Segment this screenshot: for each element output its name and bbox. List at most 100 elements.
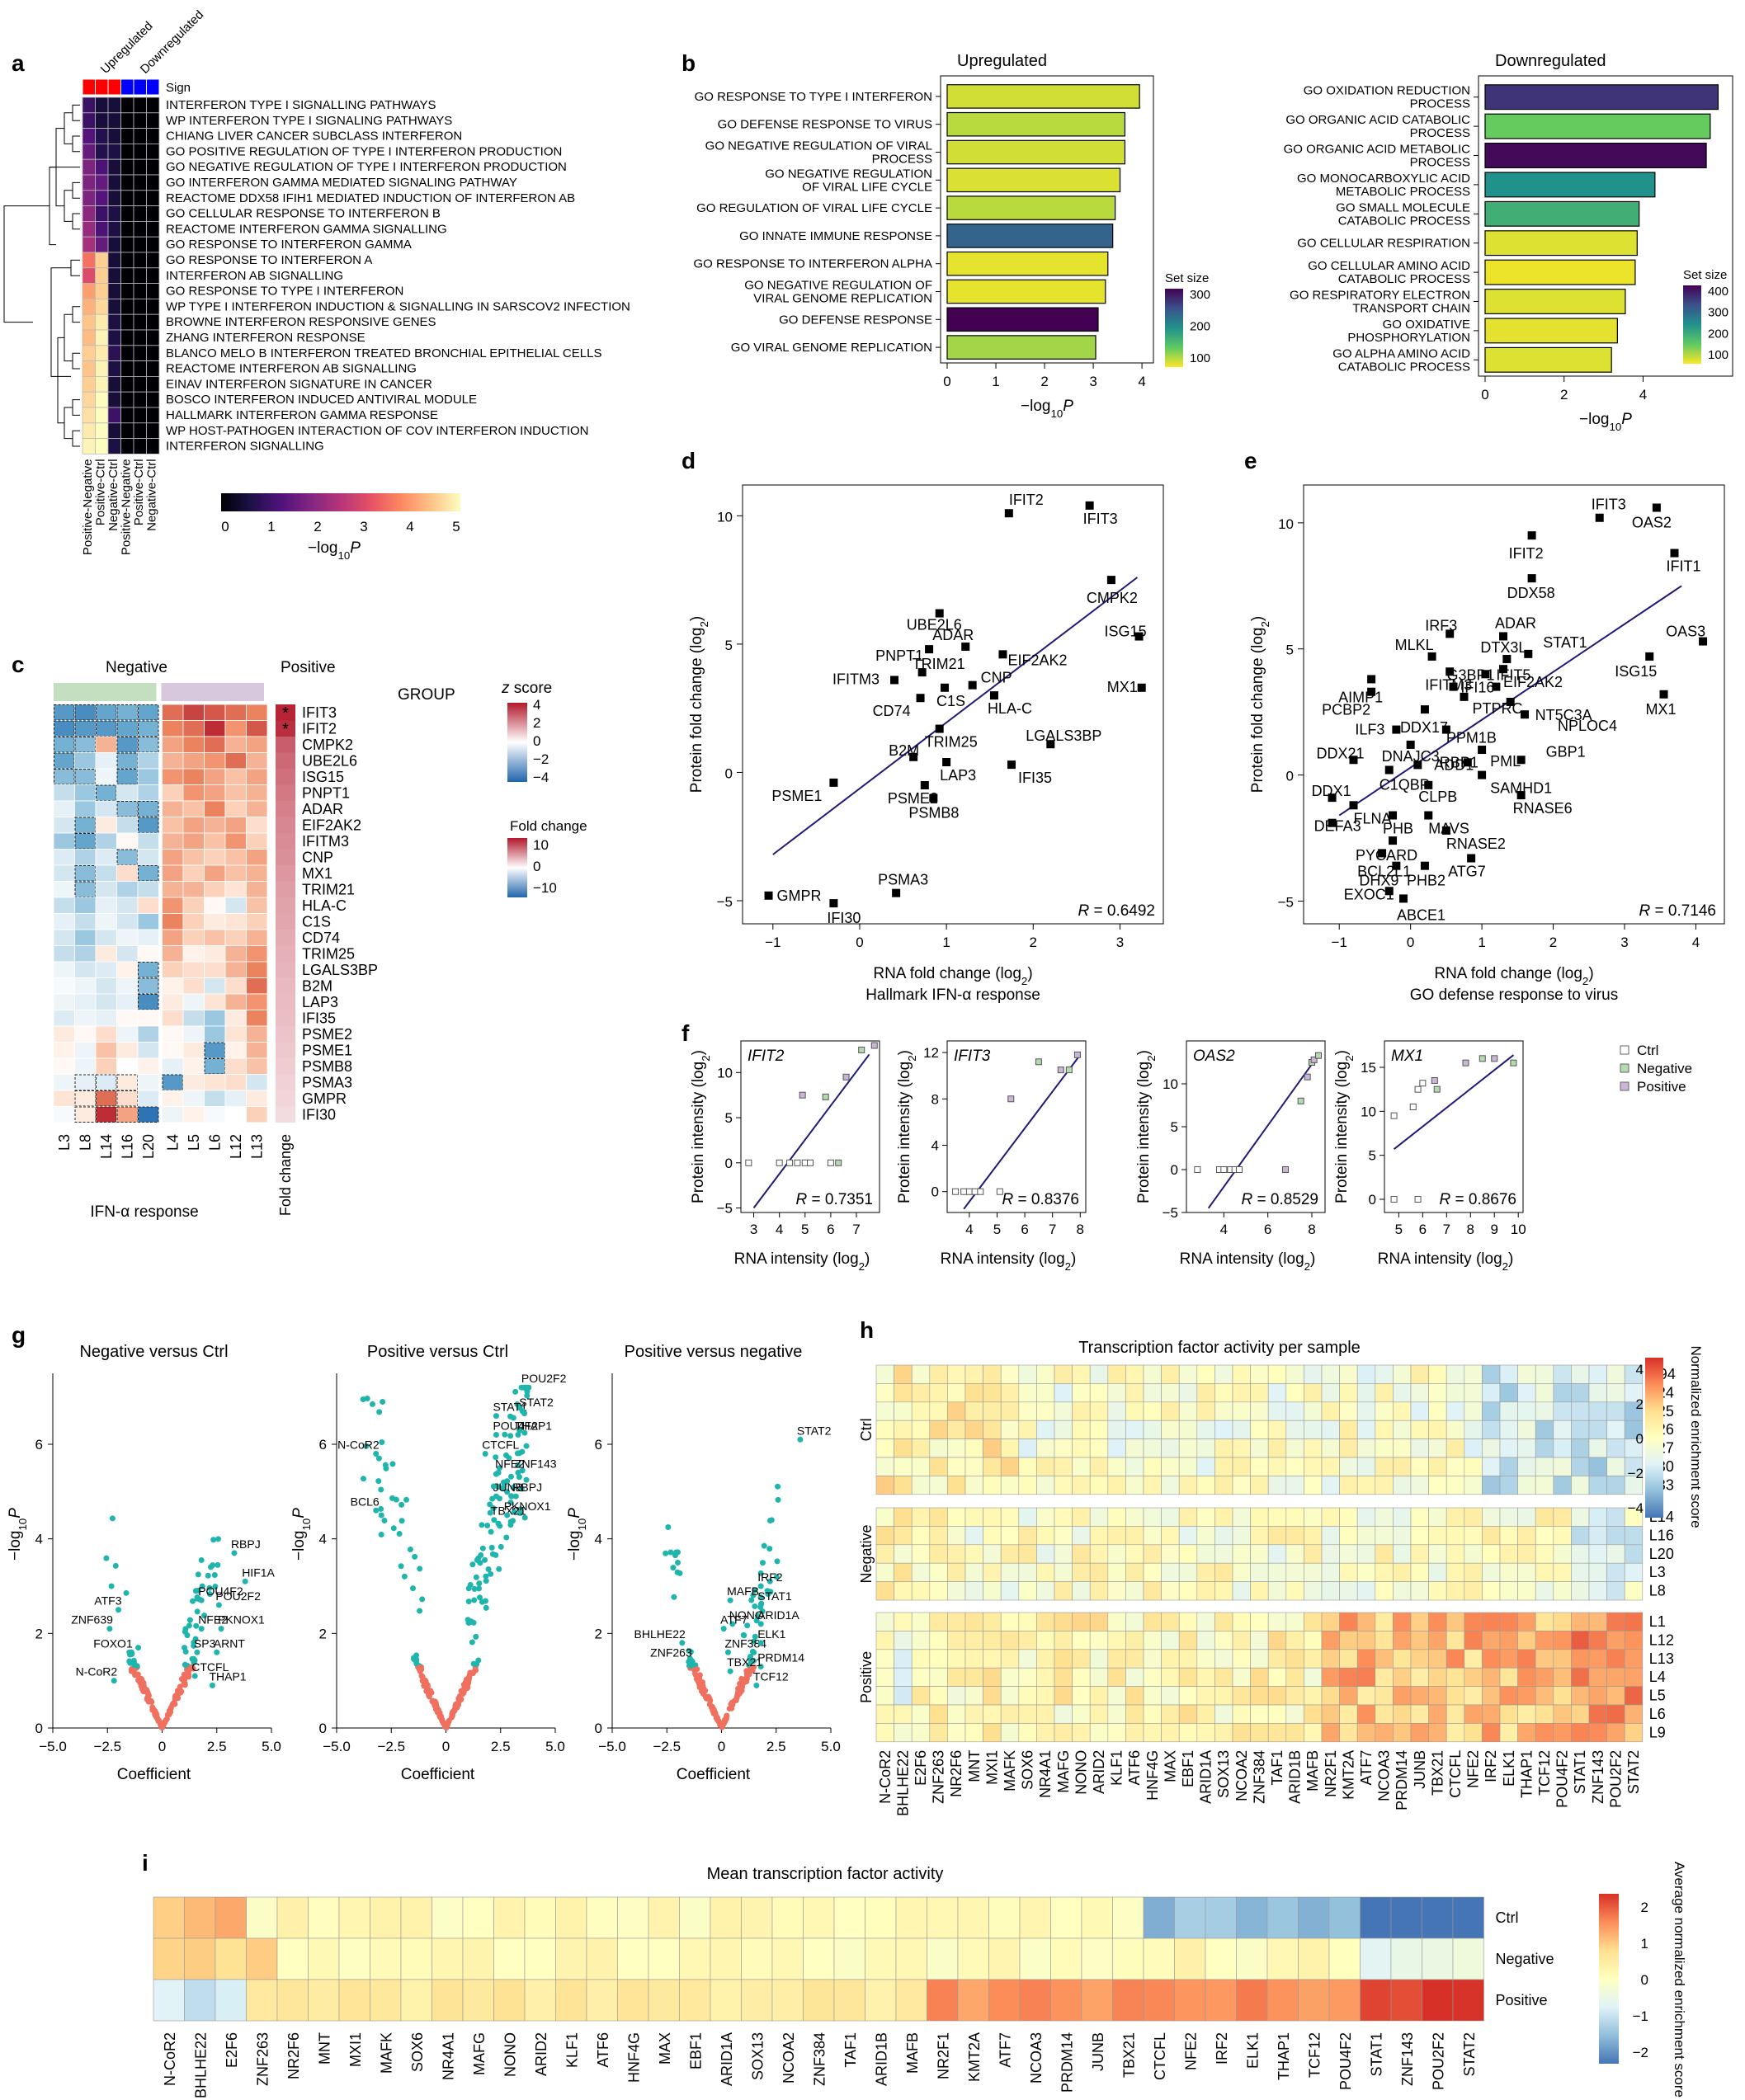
bar-up	[946, 195, 1116, 220]
comparison-label: Negative-Ctrl	[145, 459, 159, 531]
tf-heatmap-cell	[1214, 1631, 1233, 1650]
tf-heatmap-cell	[1588, 1667, 1607, 1687]
tf-heatmap-cell	[1356, 1562, 1376, 1582]
tf-heatmap-cell	[947, 1438, 966, 1458]
tf-heatmap-cell	[1606, 1438, 1625, 1458]
volcano-point	[720, 1626, 727, 1632]
volcano-point	[709, 1704, 715, 1711]
gene-label-c: CNP	[302, 850, 333, 866]
heatmap-a-cell	[107, 375, 121, 393]
tf-heatmap-cell	[929, 1401, 948, 1421]
comparison-label: Positive-Negative	[81, 459, 95, 555]
mini-y-label-part: 2	[700, 1055, 712, 1061]
volcano-point	[775, 1496, 781, 1503]
tf-heatmap-cell	[1143, 1544, 1162, 1564]
tf-heatmap-cell	[1250, 1438, 1269, 1458]
tf-heatmap-cell	[1393, 1686, 1412, 1706]
heatmap-c-cell	[182, 817, 205, 834]
heatmap-a-cell	[95, 174, 109, 191]
tf-sample-label: L4	[1649, 1669, 1666, 1685]
tf-heatmap-cell	[1624, 1723, 1644, 1743]
tf-heatmap-cell	[1018, 1438, 1037, 1458]
volcano-point	[511, 1509, 517, 1515]
tf-heatmap-cell	[1499, 1649, 1518, 1669]
volcano-point	[500, 1485, 507, 1491]
scatter-y-tick-label-d: −5	[717, 894, 733, 910]
heatmap-a-cell	[82, 391, 96, 408]
volcano-point	[389, 1461, 396, 1467]
heatmap-c-cell	[246, 752, 268, 770]
heatmap-c-cell	[74, 897, 97, 914]
tf-sample-label: L6	[1649, 1706, 1666, 1722]
tf-heatmap-cell	[1553, 1562, 1572, 1582]
tf-heatmap-cell	[1054, 1476, 1073, 1495]
tf-heatmap-cell	[1464, 1364, 1483, 1384]
tf-heatmap-cell	[1393, 1507, 1412, 1527]
mean-tf-cell	[462, 1938, 494, 1980]
zscore-tick: 0	[533, 733, 540, 749]
tf-heatmap-cell	[1089, 1667, 1109, 1687]
tf-heatmap-cell	[1250, 1457, 1269, 1476]
tf-heatmap-cell	[894, 1507, 913, 1527]
volcano-point	[182, 1648, 189, 1655]
tf-heatmap-cell	[1267, 1364, 1287, 1384]
heatmap-c-cell	[53, 897, 75, 914]
heatmap-c-cell	[116, 1010, 139, 1027]
gene-label-c: IFI35	[302, 1010, 336, 1027]
tf-heatmap-cell	[911, 1401, 931, 1421]
tf-heatmap-cell	[1339, 1581, 1358, 1601]
mean-tf-cell	[1050, 1896, 1082, 1939]
gene-label-e: PYCARD	[1356, 847, 1417, 864]
heatmap-a-cell	[95, 143, 109, 160]
scatter-point-d	[941, 683, 950, 692]
tf-heatmap-cell	[1535, 1562, 1554, 1582]
heatmap-a-cell	[146, 422, 160, 439]
gene-set-label: GO RESPONSE TO INTERFERON A	[166, 253, 372, 267]
tf-heatmap-cell	[964, 1544, 983, 1564]
tf-heatmap-cell	[1553, 1526, 1572, 1546]
tf-heatmap-cell	[964, 1401, 983, 1421]
volcano-point	[752, 1587, 758, 1594]
dendrogram-branch	[72, 213, 80, 230]
volcano-label: ZNF639	[71, 1613, 113, 1627]
dendrogram-branch	[64, 190, 73, 222]
mean-tf-cell	[153, 1938, 185, 1980]
gene-set-label: WP INTERFERON TYPE I SIGNALING PATHWAYS	[166, 114, 452, 128]
scatter-point-e	[1446, 629, 1455, 638]
tf-heatmap-cell	[1161, 1383, 1180, 1403]
tf-heatmap-cell	[1571, 1612, 1590, 1632]
mini-point	[1510, 1059, 1517, 1066]
tf-heatmap-cell	[1018, 1581, 1037, 1601]
volcano-point	[487, 1509, 493, 1516]
mean-tf-cell	[276, 1938, 309, 1980]
mean-tf-cell	[462, 1979, 494, 2022]
mean-tf-factor-label: ZNF384	[811, 2032, 828, 2086]
tf-heatmap-cell	[1267, 1457, 1287, 1476]
mean-tf-row-label: Negative	[1496, 1951, 1554, 1967]
gene-label-d: C1S	[936, 693, 965, 709]
mean-tf-cell	[1266, 1979, 1299, 2022]
tf-heatmap-cell	[1446, 1401, 1465, 1421]
gene-label-d: UBE2L6	[907, 617, 962, 633]
tf-heatmap-cell	[1606, 1526, 1625, 1546]
tf-factor-label: N-CoR2	[877, 1750, 894, 1804]
heatmap-a-cell	[120, 128, 134, 144]
tf-heatmap-cell	[1161, 1631, 1180, 1650]
tf-heatmap-cell	[1517, 1631, 1536, 1650]
tf-heatmap-cell	[1178, 1631, 1198, 1650]
heatmap-c-cell	[182, 1025, 205, 1043]
tf-heatmap-cell	[894, 1723, 913, 1743]
volcano-y-label: −log10P	[566, 1508, 588, 1561]
bar-label-down: PROCESS	[1410, 126, 1470, 140]
scatter-x-tick-label-e: 4	[1692, 935, 1700, 950]
tf-heatmap-cell	[911, 1667, 931, 1687]
mean-tf-cell	[1112, 1896, 1144, 1939]
mean-tf-factor-label: POU4F2	[1337, 2032, 1354, 2090]
mini-x-tick-label: 8	[1077, 1222, 1084, 1237]
heatmap-c-cell	[246, 1090, 268, 1107]
heatmap-c-sig-cell	[138, 977, 159, 994]
heatmap-c-sig-cell	[54, 769, 75, 785]
tf-heatmap-cell	[1446, 1544, 1465, 1564]
tf-heatmap-cell	[1036, 1420, 1055, 1439]
mean-tf-factor-label: NCOA3	[1028, 2032, 1045, 2084]
